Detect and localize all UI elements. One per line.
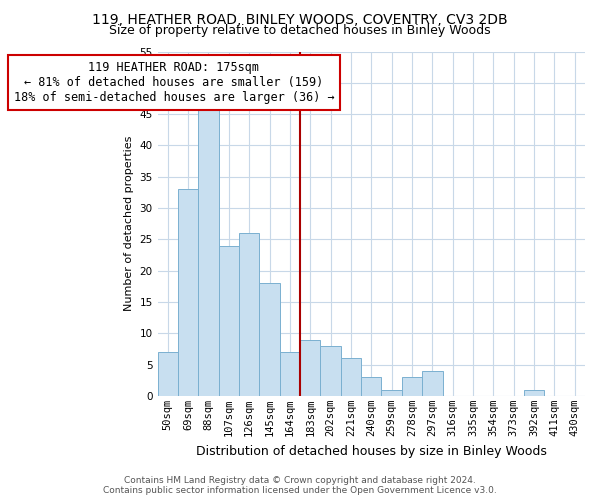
Text: 119 HEATHER ROAD: 175sqm
← 81% of detached houses are smaller (159)
18% of semi-: 119 HEATHER ROAD: 175sqm ← 81% of detach… (14, 61, 334, 104)
Text: 119, HEATHER ROAD, BINLEY WOODS, COVENTRY, CV3 2DB: 119, HEATHER ROAD, BINLEY WOODS, COVENTR… (92, 12, 508, 26)
Bar (280, 352, 300, 396)
Bar (239, 233, 259, 396)
Bar (361, 377, 382, 396)
Bar (158, 352, 178, 396)
Bar (382, 390, 402, 396)
Bar (178, 190, 199, 396)
Bar (341, 358, 361, 396)
Text: Size of property relative to detached houses in Binley Woods: Size of property relative to detached ho… (109, 24, 491, 37)
Bar (218, 246, 239, 396)
Bar (524, 390, 544, 396)
Bar (320, 346, 341, 396)
Bar (259, 283, 280, 396)
Bar (300, 340, 320, 396)
Y-axis label: Number of detached properties: Number of detached properties (124, 136, 134, 312)
Text: Contains HM Land Registry data © Crown copyright and database right 2024.
Contai: Contains HM Land Registry data © Crown c… (103, 476, 497, 495)
X-axis label: Distribution of detached houses by size in Binley Woods: Distribution of detached houses by size … (196, 444, 547, 458)
Bar (199, 108, 218, 396)
Bar (402, 377, 422, 396)
Bar (422, 371, 443, 396)
